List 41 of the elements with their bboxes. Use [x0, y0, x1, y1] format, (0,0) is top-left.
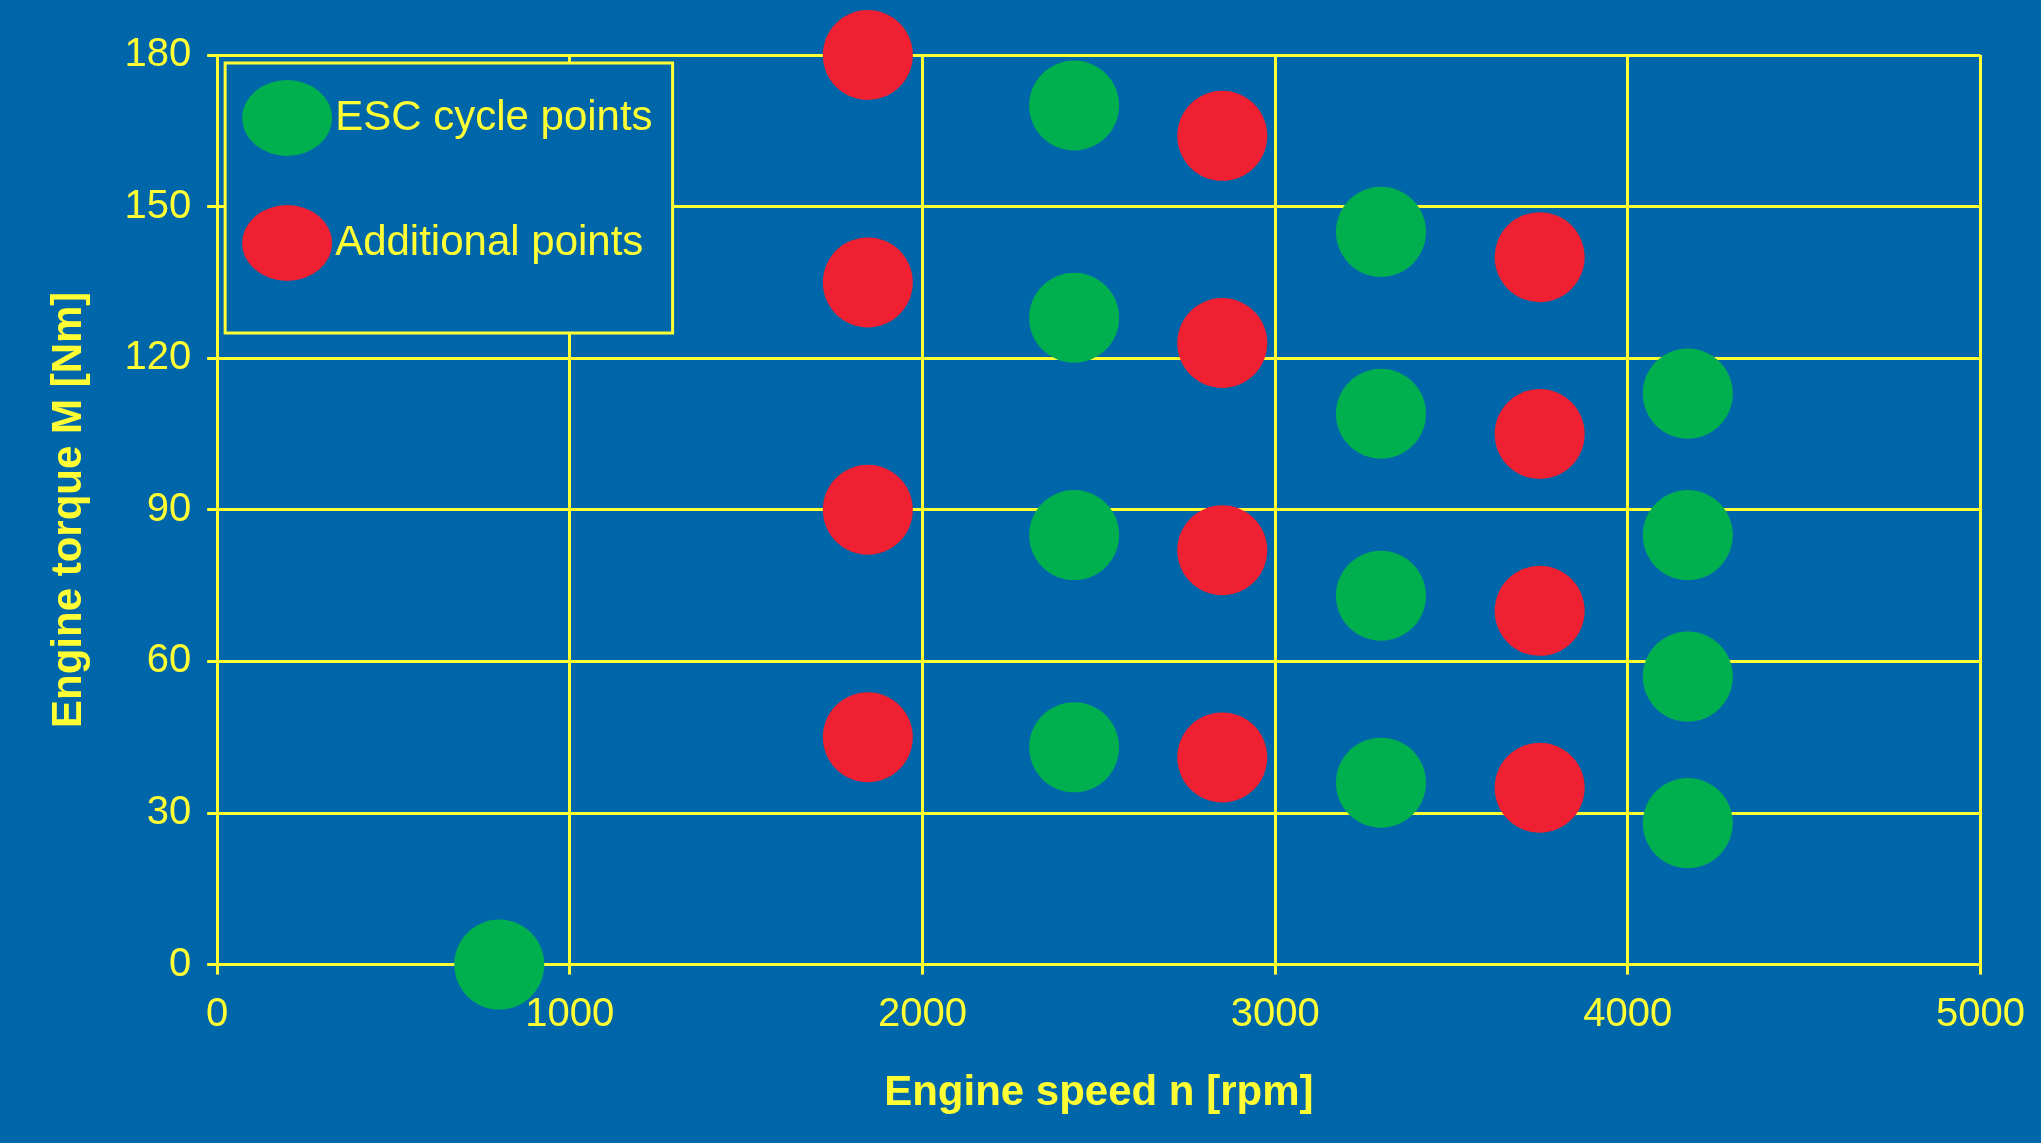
point: [1029, 60, 1120, 151]
point: [1642, 490, 1733, 581]
y-tick-label: 90: [146, 484, 192, 529]
point: [1177, 505, 1268, 596]
y-tick-label: 60: [146, 636, 192, 681]
y-tick-label: 0: [168, 939, 192, 984]
point: [1177, 90, 1268, 181]
x-tick-label: 1000: [525, 989, 615, 1034]
y-axis-title: Engine torque M [Nm]: [42, 291, 90, 728]
point: [1494, 212, 1585, 303]
x-axis-title: Engine speed n [rpm]: [884, 1067, 1314, 1115]
point: [1642, 631, 1733, 722]
point: [822, 464, 913, 555]
x-tick-label: 3000: [1230, 989, 1320, 1034]
point: [822, 10, 913, 100]
point: [1642, 348, 1733, 439]
point: [1029, 702, 1120, 793]
x-tick-label: 4000: [1583, 989, 1673, 1034]
point: [1642, 778, 1733, 869]
point: [1335, 368, 1426, 459]
y-tick-label: 30: [146, 788, 192, 833]
point: [1177, 712, 1268, 803]
point: [1494, 742, 1585, 833]
y-tick-label: 180: [124, 30, 192, 75]
point: [1335, 737, 1426, 828]
point: [822, 692, 913, 783]
x-tick-label: 5000: [1936, 989, 2025, 1034]
point: [1335, 550, 1426, 641]
y-tick-label: 150: [124, 181, 192, 226]
point: [1029, 490, 1120, 581]
point: [1494, 565, 1585, 656]
x-tick-label: 2000: [877, 989, 967, 1034]
point: [1177, 298, 1268, 389]
point: [822, 237, 913, 328]
legend-label: Additional points: [335, 216, 644, 264]
legend-label: ESC cycle points: [335, 91, 653, 139]
x-tick-label: 0: [206, 989, 229, 1034]
point: [1335, 186, 1426, 277]
point: [1029, 272, 1120, 363]
y-tick-label: 120: [124, 333, 192, 378]
point: [1494, 389, 1585, 479]
